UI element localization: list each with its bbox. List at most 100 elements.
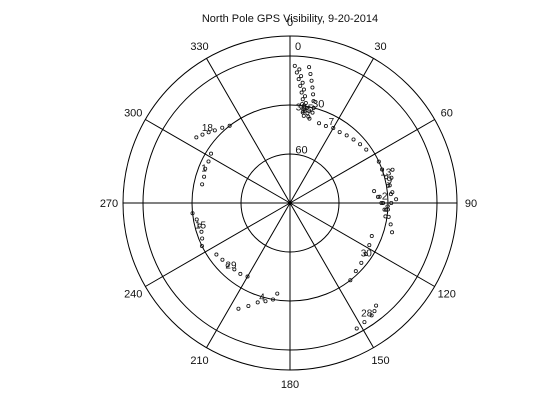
sat-point bbox=[309, 78, 314, 83]
prn-label-16: 16 bbox=[300, 105, 312, 116]
sat-point bbox=[300, 97, 305, 102]
sat-point bbox=[384, 207, 389, 212]
sat-point bbox=[311, 92, 316, 97]
prn-label-4: 4 bbox=[259, 292, 265, 303]
angle-tick-labels: 0 30 60 90 120 150 180 210 240 270 300 330 0 bbox=[100, 17, 477, 391]
sat-point bbox=[209, 151, 214, 156]
sat-point bbox=[363, 252, 368, 257]
sat-point bbox=[203, 166, 208, 171]
prn-label-2: 2 bbox=[382, 192, 388, 203]
angle-tick-180: 180 bbox=[281, 379, 299, 391]
sat-point bbox=[311, 99, 316, 104]
sat-point bbox=[292, 63, 297, 68]
sat-point bbox=[390, 167, 395, 172]
sat-point bbox=[379, 200, 384, 205]
angle-tick-0: 0 bbox=[287, 17, 293, 29]
sat-point bbox=[344, 133, 349, 138]
angle-tick-330: 330 bbox=[190, 41, 208, 53]
sat-point bbox=[374, 303, 379, 308]
sat-point bbox=[384, 175, 389, 180]
sat-point bbox=[190, 211, 195, 216]
sat-point bbox=[351, 137, 356, 142]
sat-point bbox=[297, 67, 302, 72]
sat-point bbox=[263, 299, 268, 304]
prn-label-1: 1 bbox=[201, 164, 207, 175]
sat-point bbox=[220, 257, 225, 262]
angle-tick-90: 90 bbox=[465, 198, 477, 210]
sat-point bbox=[200, 182, 205, 187]
sat-point bbox=[387, 183, 392, 188]
sat-point bbox=[383, 214, 388, 219]
sat-point bbox=[310, 110, 315, 115]
sat-point bbox=[359, 260, 364, 265]
sat-point bbox=[380, 167, 385, 172]
sat-point bbox=[390, 190, 395, 195]
sat-point bbox=[354, 326, 359, 331]
sat-point bbox=[199, 243, 204, 248]
sat-point bbox=[220, 125, 225, 130]
sat-point bbox=[304, 106, 309, 111]
sat-point bbox=[301, 113, 306, 118]
angle-tick-210: 210 bbox=[190, 355, 208, 367]
sat-point bbox=[301, 87, 306, 92]
sat-point bbox=[199, 229, 204, 234]
sat-point bbox=[255, 300, 260, 305]
sat-point bbox=[348, 278, 353, 283]
sat-point bbox=[300, 102, 305, 107]
sat-point bbox=[298, 83, 303, 88]
prn-label-28: 28 bbox=[361, 309, 373, 320]
angle-tick-270: 270 bbox=[100, 198, 118, 210]
sat-point bbox=[307, 65, 312, 70]
sat-point bbox=[311, 105, 316, 110]
sat-point bbox=[331, 126, 336, 131]
sat-point bbox=[389, 175, 394, 180]
sat-point bbox=[236, 306, 241, 311]
sat-point bbox=[381, 200, 386, 205]
angle-tick-60: 60 bbox=[441, 108, 453, 120]
spoke-60 bbox=[289, 119, 435, 204]
prn-label-9: 9 bbox=[387, 176, 393, 187]
sat-point bbox=[372, 189, 377, 194]
sat-point bbox=[362, 320, 367, 325]
chart-title: North Pole GPS Visibility, 9-20-2014 bbox=[202, 13, 378, 25]
spoke-120 bbox=[289, 202, 435, 287]
prn-label-30: 30 bbox=[296, 103, 308, 114]
sat-point bbox=[382, 207, 387, 212]
sat-point bbox=[308, 71, 313, 76]
sat-point bbox=[232, 267, 237, 272]
prn-label-15: 15 bbox=[195, 221, 207, 232]
sat-point bbox=[200, 132, 205, 137]
sat-point bbox=[194, 217, 199, 222]
sat-point bbox=[337, 130, 342, 135]
sat-point bbox=[394, 197, 399, 202]
sat-point bbox=[377, 194, 382, 199]
sat-point bbox=[372, 309, 377, 314]
sat-point bbox=[364, 147, 369, 152]
sat-point bbox=[303, 100, 308, 105]
sat-point bbox=[323, 124, 328, 129]
angle-tick-120: 120 bbox=[438, 289, 456, 301]
angle-tick-240: 240 bbox=[124, 289, 142, 301]
sat-point bbox=[300, 110, 305, 115]
sat-point bbox=[389, 200, 394, 205]
sat-point bbox=[367, 243, 372, 248]
polar-grid bbox=[122, 35, 458, 371]
sat-point bbox=[390, 230, 395, 235]
sat-point bbox=[376, 159, 381, 164]
sat-point bbox=[238, 271, 243, 276]
spoke-30 bbox=[289, 58, 374, 204]
sat-point bbox=[225, 263, 230, 268]
radial-tick-60: 60 bbox=[295, 144, 307, 156]
sat-point bbox=[299, 90, 304, 95]
sat-point bbox=[310, 85, 315, 90]
sat-point bbox=[353, 269, 358, 274]
sat-point bbox=[369, 234, 374, 239]
sat-point bbox=[386, 214, 391, 219]
prn-label-30: 30 bbox=[361, 248, 373, 259]
spoke-330 bbox=[206, 58, 291, 204]
sat-point bbox=[299, 74, 304, 79]
sat-point bbox=[307, 116, 312, 121]
prn-label-7: 7 bbox=[329, 117, 335, 128]
sat-point bbox=[386, 183, 391, 188]
